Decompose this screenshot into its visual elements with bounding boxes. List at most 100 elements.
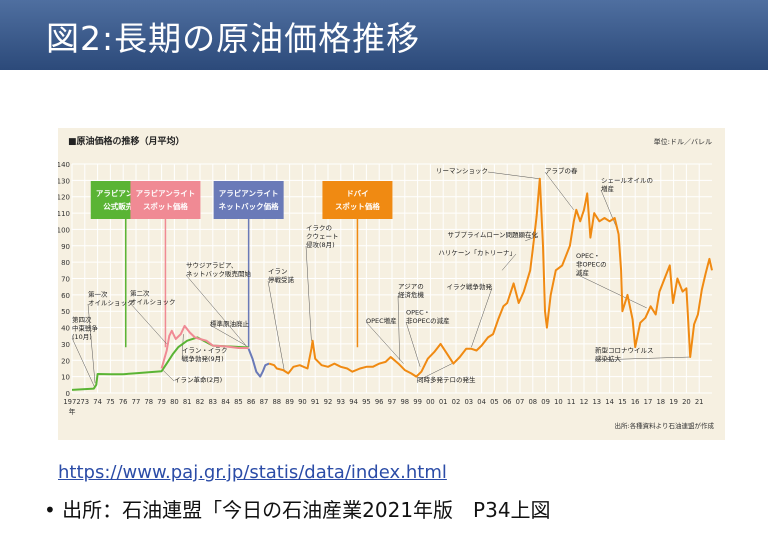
- series-label-line1: アラビアンライト: [136, 188, 196, 198]
- annotation-leader: [397, 295, 400, 361]
- y-tick-label: 20: [61, 357, 70, 365]
- y-tick-label: 100: [58, 226, 70, 234]
- series-line: [268, 177, 713, 378]
- x-tick-label: 17: [644, 398, 653, 406]
- annotation-leader: [600, 189, 618, 230]
- x-tick-label: 87: [260, 398, 269, 406]
- annotation-label: 非OPECの: [576, 260, 607, 269]
- annotation-label: イラン革命(2月): [174, 375, 222, 384]
- annotation-leader: [416, 363, 453, 382]
- annotation-label: サウジアラビア、: [186, 261, 237, 270]
- x-tick-label: 21: [695, 398, 704, 406]
- series-label-box: [130, 181, 201, 219]
- annotation-label: 侵攻(8月): [306, 240, 335, 249]
- x-tick-label: 75: [106, 398, 115, 406]
- annotations: リーマンショック アラブの春シェールオイルの増産サブプライムローン問題顕在化ハリケ…: [72, 166, 654, 384]
- x-tick-label: 02: [452, 398, 461, 406]
- y-axis-ticks: 0 10 20 30 40 50 60 70 80 90 100 110 120 130 140: [57, 161, 70, 398]
- x-tick-label: 92: [324, 398, 333, 406]
- annotation-leader: [185, 274, 248, 348]
- x-tick-label: 99: [413, 398, 422, 406]
- x-tick-label: 16: [631, 398, 640, 406]
- x-axis-suffix: 年: [69, 407, 76, 416]
- y-tick-label: 40: [61, 325, 70, 333]
- x-tick-label: 20: [682, 398, 691, 406]
- x-tick-label: 86: [247, 398, 256, 406]
- x-tick-label: 77: [132, 398, 141, 406]
- annotation-leader: [87, 303, 96, 384]
- annotation-label: イラン: [268, 268, 288, 276]
- y-tick-label: 30: [61, 341, 70, 349]
- annotation-label: 戦争勃発(9月): [182, 354, 224, 363]
- x-tick-label: 13: [592, 398, 601, 406]
- annotation-leader: [267, 280, 285, 372]
- annotation-label: アラブの春: [545, 166, 578, 175]
- annotation-label: イラン・イラク: [182, 347, 228, 355]
- annotation-label: 感染拡大: [595, 354, 622, 363]
- annotation-leader: [405, 321, 421, 367]
- annotation-leader: [471, 287, 493, 348]
- x-tick-label: 12: [580, 398, 589, 406]
- x-tick-label: 79: [157, 398, 166, 406]
- annotation-leader: [501, 253, 517, 271]
- annotation-label: OPEC・: [406, 309, 430, 317]
- annotation-label: 経済危機: [398, 290, 425, 299]
- x-tick-label: 76: [119, 398, 128, 406]
- chart-title: ■原油価格の推移（月平均）: [68, 135, 185, 147]
- x-tick-label: 90: [298, 398, 307, 406]
- series-label-boxes: アラビアンライト公式販売価格アラビアンライトスポット価格アラビアンライトネットバ…: [90, 181, 393, 219]
- y-tick-label: 50: [61, 308, 70, 316]
- y-tick-label: 70: [61, 276, 70, 284]
- x-tick-label: 96: [375, 398, 384, 406]
- chart-container: ■原油価格の推移（月平均） 単位:ドル／バレル 出所:各種資料より石油連盟が作成…: [57, 128, 725, 440]
- annotation-label: アジアの: [398, 283, 424, 291]
- x-tick-label: 09: [541, 398, 550, 406]
- annotation-label: 標準原油廃止: [210, 319, 250, 328]
- annotation-leader: [181, 334, 184, 361]
- series-line: [160, 324, 249, 369]
- annotation-label: 第二次: [130, 289, 150, 298]
- annotation-label: 新型コロナウイルス: [595, 346, 654, 355]
- annotation-leader: [209, 324, 247, 346]
- oil-price-chart: ■原油価格の推移（月平均） 単位:ドル／バレル 出所:各種資料より石油連盟が作成…: [57, 135, 715, 430]
- series-label-line1: ドバイ: [346, 189, 369, 198]
- source-citation: • 出所：石油連盟「今日の石油産業2021年版 P34上図: [44, 498, 551, 522]
- x-axis-ticks: 1972 73 74 75 76 77 78 79 80 81 82 83 84 85 86 87 88 89 90…: [63, 398, 703, 416]
- series-line: [247, 348, 270, 378]
- annotation-leader: [129, 302, 167, 345]
- annotation-label: 第一次: [88, 290, 108, 299]
- source-url-link[interactable]: https://www.paj.gr.jp/statis/data/index.…: [58, 462, 447, 483]
- annotation-leader: [162, 369, 175, 382]
- x-tick-label: 18: [656, 398, 665, 406]
- annotation-label: (10月): [72, 333, 92, 341]
- x-tick-label: 78: [144, 398, 153, 406]
- annotation-label: OPEC増産: [366, 316, 397, 325]
- series-label-line1: アラビアンライト: [219, 188, 279, 198]
- series-lines: [71, 177, 713, 391]
- y-tick-label: 0: [66, 390, 70, 398]
- annotation-label: ネットバック販売開始: [186, 269, 252, 278]
- series-label-line2: ネットバック価格: [219, 201, 279, 211]
- x-tick-label: 91: [311, 398, 320, 406]
- annotation-label: シェールオイルの: [601, 177, 653, 185]
- y-tick-label: 120: [58, 194, 70, 202]
- series-label-line1: アラビアンライト: [96, 188, 156, 198]
- x-tick-label: 05: [490, 398, 499, 406]
- x-tick-label: 94: [349, 398, 358, 406]
- x-tick-label: 97: [388, 398, 397, 406]
- annotation-label: 第四次: [72, 315, 92, 324]
- annotation-label: イラクの: [306, 224, 332, 232]
- y-tick-label: 110: [58, 210, 70, 218]
- y-tick-label: 130: [58, 177, 70, 185]
- annotation-label: オイルショック: [130, 298, 176, 306]
- x-tick-label: 14: [605, 398, 614, 406]
- slide-title: 図2:長期の原油価格推移: [46, 19, 421, 58]
- x-tick-label: 83: [208, 398, 217, 406]
- x-tick-label: 98: [400, 398, 409, 406]
- annotation-label: 同時多発テロの発生: [417, 375, 476, 384]
- annotation-leader: [525, 235, 539, 242]
- x-tick-label: 10: [554, 398, 563, 406]
- annotation-label: 増産: [601, 184, 615, 193]
- x-tick-label: 73: [80, 398, 89, 406]
- annotation-label: サブプライムローン問題顕在化: [447, 230, 538, 239]
